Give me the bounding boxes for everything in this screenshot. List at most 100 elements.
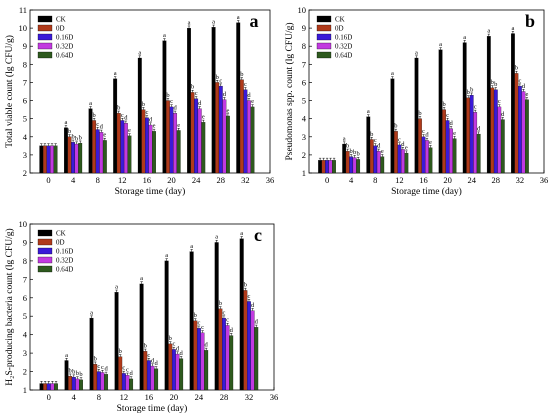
bar: [218, 308, 223, 391]
bar: [79, 379, 83, 391]
significance-letter: b: [68, 128, 71, 135]
significance-letter: c: [474, 104, 477, 111]
bar: [39, 145, 44, 174]
y-tick-label: 3: [23, 348, 27, 358]
bar: [67, 136, 72, 174]
bar: [75, 378, 80, 391]
bar: [102, 140, 107, 174]
y-tick-label: 10: [19, 23, 28, 33]
bar: [120, 120, 125, 174]
y-tick-label: 4: [302, 114, 307, 124]
significance-letter: c: [446, 112, 449, 119]
y-tick-label: 6: [302, 77, 306, 87]
significance-letter: b: [467, 89, 470, 96]
significance-letter: b: [418, 110, 421, 117]
x-tick-label: 32: [245, 392, 254, 402]
bar: [525, 99, 529, 174]
legend-entry: 0.64D: [56, 266, 73, 274]
significance-letter: c: [374, 137, 377, 144]
bar: [214, 242, 219, 391]
legend-entry: 0.32D: [335, 43, 352, 51]
x-tick-label: 20: [167, 175, 176, 185]
bar: [445, 120, 450, 174]
legend-swatch: [37, 265, 53, 273]
bar: [236, 22, 241, 174]
bar: [239, 238, 244, 391]
legend-swatch: [37, 42, 53, 50]
significance-letter: c: [398, 136, 401, 143]
bar: [473, 112, 478, 174]
bar: [421, 136, 426, 174]
bar: [92, 120, 97, 174]
y-axis-label: Pseudomonas spp. count (lg CFU/g): [284, 22, 295, 160]
bar: [129, 378, 134, 391]
significance-letter: e: [405, 144, 408, 151]
legend-swatch: [37, 51, 53, 59]
bar: [166, 100, 170, 174]
x-axis-label: Storage time (day): [117, 403, 188, 414]
y-tick-label: 8: [23, 256, 27, 266]
y-tick-label: 3: [23, 150, 27, 160]
legend-entry: 0.32D: [56, 257, 73, 265]
y-tick-label: 1: [23, 385, 27, 395]
legend-swatch: [316, 51, 332, 59]
significance-letter: d: [173, 105, 177, 112]
significance-letter: e: [202, 114, 205, 121]
significance-letter: a: [237, 14, 240, 21]
bar: [225, 325, 230, 391]
significance-letter: a: [391, 70, 394, 77]
x-tick-label: 36: [270, 392, 279, 402]
bar: [164, 260, 169, 391]
x-tick-label: 12: [118, 175, 127, 185]
legend-entry: 0.32D: [56, 43, 73, 51]
bar: [428, 147, 433, 174]
bar: [211, 27, 216, 174]
x-tick-label: 28: [220, 392, 229, 402]
significance-letter: c: [96, 121, 99, 128]
significance-letter: b: [117, 105, 120, 112]
significance-letter: e: [453, 130, 456, 137]
y-axis-label: Total viable count (lg CFU/g): [4, 35, 15, 148]
significance-letter: b: [144, 343, 147, 350]
bar: [418, 118, 422, 174]
bar: [222, 317, 226, 391]
significance-letter: a: [343, 135, 346, 142]
bar: [250, 106, 255, 174]
x-tick-label: 32: [241, 175, 250, 185]
bar: [148, 124, 153, 174]
significance-letter: c: [518, 77, 521, 84]
significance-letter: b: [69, 367, 72, 374]
bar: [466, 97, 471, 174]
significance-letter: b: [394, 123, 397, 130]
significance-letter: a: [367, 108, 370, 115]
significance-letter: d: [124, 115, 128, 122]
bar: [150, 365, 155, 391]
bar: [201, 122, 206, 174]
x-tick-label: 16: [145, 392, 154, 402]
significance-letter: c: [101, 364, 104, 371]
significance-letter: c: [201, 324, 204, 331]
bar: [116, 113, 121, 174]
bar: [42, 145, 47, 174]
significance-letter: b: [491, 79, 494, 86]
significance-letter: c: [122, 365, 125, 372]
y-tick-label: 3: [302, 132, 306, 142]
bar: [366, 116, 371, 174]
significance-letter: e: [251, 98, 254, 105]
significance-letter: a: [138, 49, 141, 56]
significance-letter: d: [255, 319, 259, 326]
y-tick-label: 10: [19, 219, 28, 229]
x-axis-label: Storage time (day): [115, 186, 186, 197]
significance-letter: a: [439, 41, 442, 48]
significance-letter: b: [370, 131, 373, 138]
legend-swatch: [37, 238, 53, 246]
legend-entry: 0.64D: [335, 52, 352, 60]
significance-letter: d: [477, 125, 481, 132]
bar: [118, 356, 123, 391]
bar: [141, 109, 146, 174]
y-tick-label: 11: [19, 5, 27, 15]
legend-entry: 0D: [335, 25, 344, 33]
